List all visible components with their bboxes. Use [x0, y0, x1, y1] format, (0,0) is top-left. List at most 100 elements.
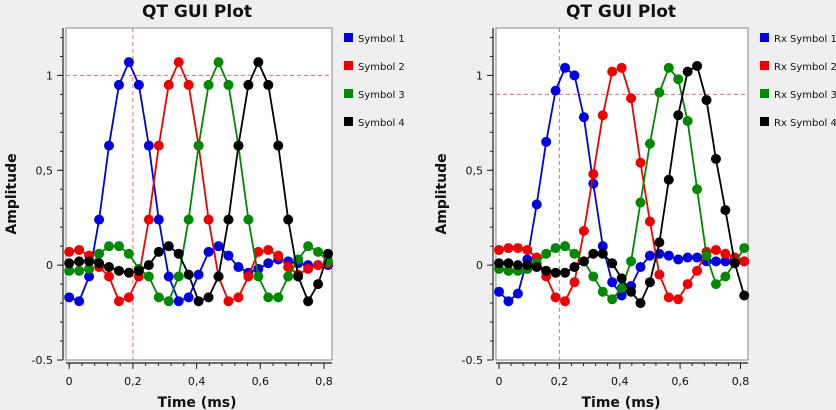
plot-panel-right: QT GUI Plot Amplitude Time (ms) -0.5 0 0,5…: [434, 2, 836, 410]
data-point: [588, 271, 599, 282]
data-point: [193, 269, 204, 280]
data-point: [74, 265, 85, 276]
data-point: [673, 110, 684, 121]
data-point: [578, 112, 589, 123]
y-tick-label: -0.5: [462, 354, 483, 367]
data-point: [193, 140, 204, 151]
data-point: [682, 66, 693, 77]
data-point: [183, 214, 194, 225]
data-point: [104, 140, 115, 151]
data-point: [123, 292, 134, 303]
data-point: [720, 205, 731, 216]
data-point: [213, 271, 224, 282]
data-point: [644, 216, 655, 227]
data-point: [607, 66, 618, 77]
data-point: [133, 79, 144, 90]
data-point: [303, 263, 314, 274]
data-point: [692, 265, 703, 276]
legend-swatch: [344, 61, 353, 70]
data-point: [673, 254, 684, 265]
series-symbol-4: [64, 57, 334, 307]
data-point: [213, 57, 224, 68]
data-point: [692, 252, 703, 263]
series-symbol-3: [64, 57, 334, 307]
legend-item[interactable]: Rx Symbol 1: [760, 33, 836, 45]
plot-canvas[interactable]: [495, 27, 749, 361]
data-point: [607, 294, 618, 305]
data-point: [203, 79, 214, 90]
data-point: [233, 140, 244, 151]
legend-label: Symbol 3: [358, 90, 405, 101]
legend-swatch: [344, 117, 353, 126]
data-point: [550, 85, 561, 96]
data-point: [203, 292, 214, 303]
data-point: [143, 140, 154, 151]
data-point: [635, 262, 646, 273]
data-point: [494, 244, 505, 255]
data-point: [233, 262, 244, 273]
data-point: [720, 248, 731, 259]
legend-item[interactable]: Symbol 4: [344, 117, 405, 129]
data-point: [173, 271, 184, 282]
x-tick-label: 0: [496, 375, 503, 388]
data-point: [550, 267, 561, 278]
data-point: [616, 282, 627, 293]
x-axis-label: Time (ms): [157, 395, 236, 410]
data-point: [173, 248, 184, 259]
data-point: [560, 267, 571, 278]
legend-item[interactable]: Rx Symbol 2: [760, 61, 836, 73]
x-tick-label: 0,2: [551, 375, 569, 388]
data-point: [626, 286, 637, 297]
legend-label: Symbol 4: [358, 118, 405, 129]
legend-swatch: [344, 33, 353, 42]
data-point: [143, 214, 154, 225]
data-point: [213, 241, 224, 252]
plot-title: QT GUI Plot: [566, 2, 676, 22]
data-point: [243, 271, 254, 282]
data-point: [710, 256, 721, 267]
data-point: [243, 214, 254, 225]
data-point: [550, 292, 561, 303]
legend-item[interactable]: Rx Symbol 4: [760, 117, 836, 129]
legend-label: Symbol 2: [358, 62, 405, 73]
data-point: [143, 271, 154, 282]
x-tick-label: 0,4: [611, 375, 629, 388]
legend: Symbol 1 Symbol 2 Symbol 3 Symbol 4: [344, 33, 405, 129]
legend-item[interactable]: Rx Symbol 3: [760, 89, 836, 101]
x-tick-label: 0,8: [732, 375, 750, 388]
data-point: [663, 292, 674, 303]
data-point: [263, 258, 274, 269]
marker-crosshair: [66, 28, 332, 360]
x-tick-label: 0,6: [252, 375, 270, 388]
data-point: [512, 260, 523, 271]
data-point: [283, 214, 294, 225]
data-point: [143, 260, 154, 271]
data-point: [701, 250, 712, 261]
data-point: [616, 290, 627, 301]
legend-item[interactable]: Symbol 3: [344, 89, 405, 101]
data-point: [173, 296, 184, 307]
data-point: [203, 246, 214, 257]
data-point: [616, 62, 627, 73]
plot-canvas[interactable]: [65, 27, 333, 361]
x-tick-label: 0: [66, 375, 73, 388]
data-point: [273, 292, 284, 303]
data-point: [183, 79, 194, 90]
data-point: [560, 62, 571, 73]
legend-item[interactable]: Symbol 1: [344, 33, 405, 45]
data-point: [153, 214, 164, 225]
series-layer: [494, 60, 750, 309]
data-point: [494, 258, 505, 269]
legend-swatch: [760, 117, 769, 126]
data-point: [654, 269, 665, 280]
data-point: [113, 241, 124, 252]
y-tick-label: 0: [476, 259, 483, 272]
series-layer: [64, 57, 334, 307]
data-point: [153, 140, 164, 151]
data-point: [163, 271, 174, 282]
data-point: [588, 178, 599, 189]
legend-swatch: [760, 89, 769, 98]
data-point: [635, 157, 646, 168]
legend-item[interactable]: Symbol 2: [344, 61, 405, 73]
data-point: [283, 262, 294, 273]
